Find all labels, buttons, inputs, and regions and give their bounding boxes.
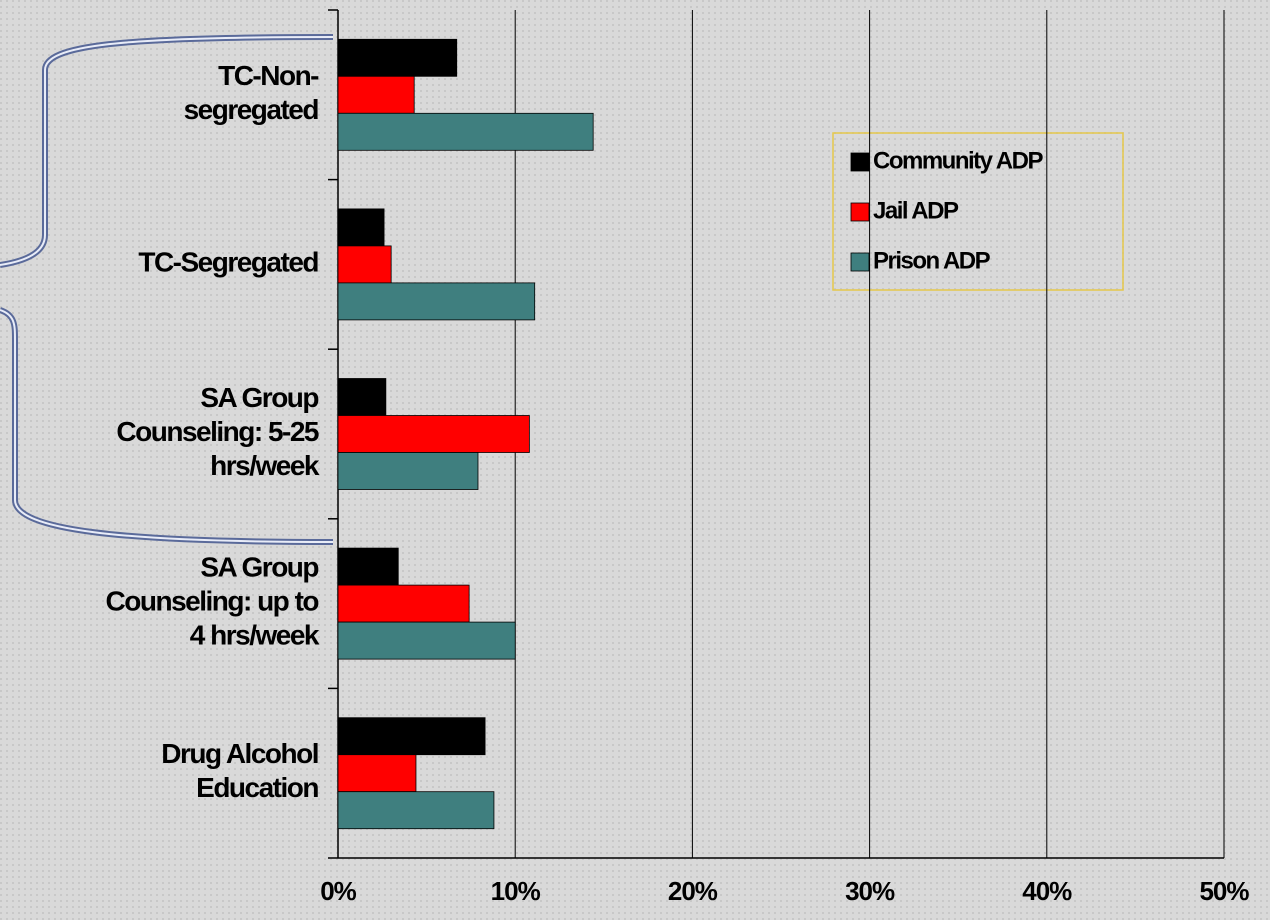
bar <box>337 621 516 660</box>
y-tick-label: Drug Alcohol Education <box>161 739 318 804</box>
bar <box>337 754 417 793</box>
x-tick-label: 40% <box>1022 876 1072 906</box>
bar <box>337 38 458 77</box>
legend-label: Community ADP <box>873 147 1043 174</box>
x-tick-label: 50% <box>1199 876 1249 906</box>
legend-box <box>832 132 1124 291</box>
y-tick-label: SA Group Counseling: 5-25 hrs/week <box>116 382 320 481</box>
bar <box>337 208 385 247</box>
bar <box>337 547 399 586</box>
legend-label: Jail ADP <box>873 197 959 224</box>
legend-swatch <box>850 252 870 272</box>
x-tick-label: 30% <box>845 876 895 906</box>
y-tick-label: TC-Segregated <box>138 247 318 278</box>
y-tick-label: TC-Non-segregated <box>184 60 320 125</box>
bar <box>337 415 530 453</box>
y-tick-label: SA Group Counseling: up to 4 hrs/week <box>106 552 320 651</box>
bar <box>337 75 415 114</box>
bar <box>337 282 536 321</box>
bar <box>337 452 479 490</box>
bar <box>337 584 470 623</box>
x-tick-label: 0% <box>320 876 356 906</box>
legend-swatch <box>850 152 870 172</box>
bar <box>337 717 486 756</box>
x-tick-label: 10% <box>491 876 541 906</box>
bar <box>337 378 387 416</box>
bracket-inner <box>0 36 334 543</box>
x-tick-label: 20% <box>668 876 718 906</box>
bar <box>337 112 594 151</box>
bar <box>337 791 495 830</box>
legend-swatch <box>850 202 870 222</box>
legend-label: Prison ADP <box>873 247 991 274</box>
bar <box>337 245 392 284</box>
